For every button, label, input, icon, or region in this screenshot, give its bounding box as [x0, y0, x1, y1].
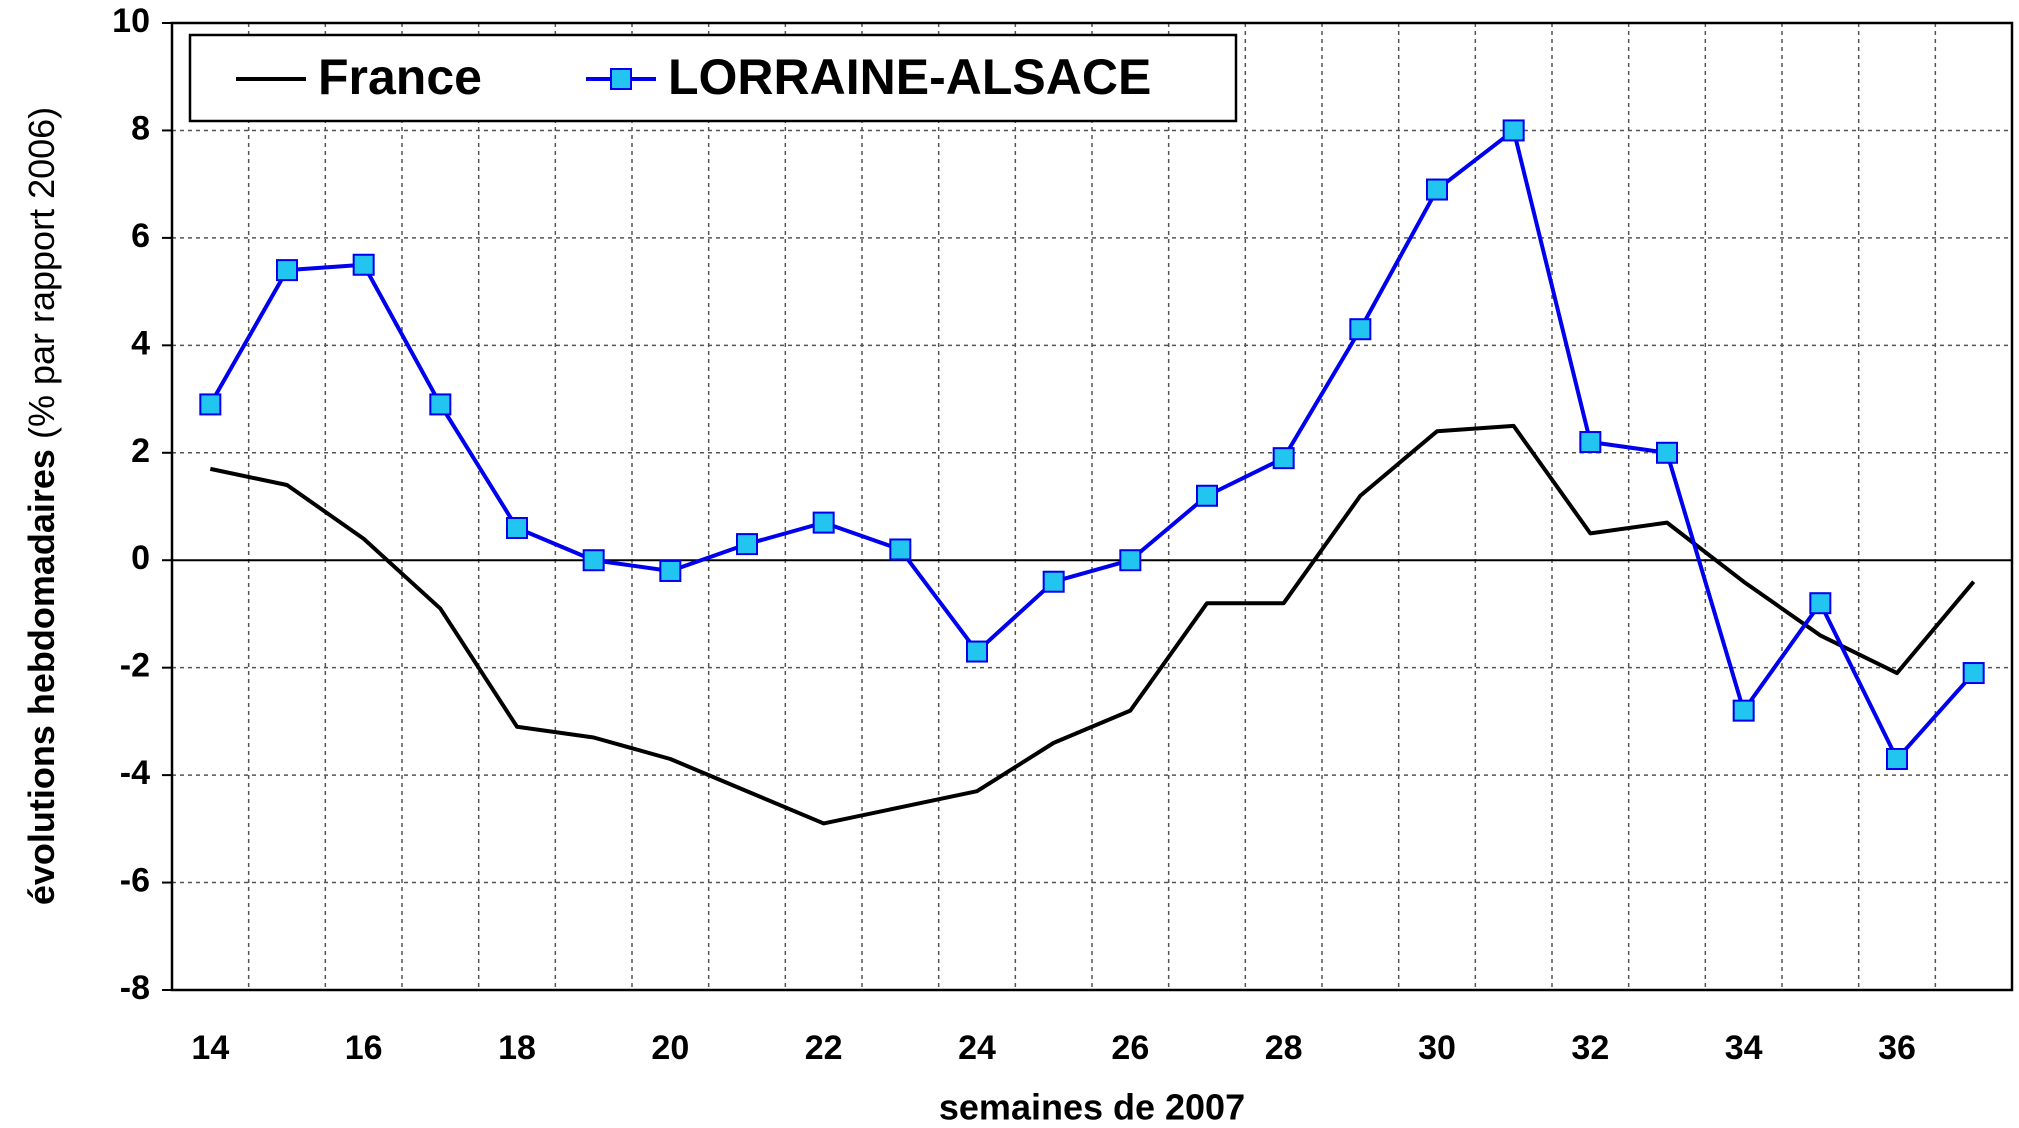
marker	[1656, 441, 1678, 464]
legend-box	[188, 33, 1238, 123]
plot-frame	[170, 21, 2014, 992]
y-tick-label: 2	[131, 432, 150, 470]
x-tick-label: 24	[958, 1029, 996, 1067]
marker	[1579, 431, 1602, 454]
marker	[1042, 570, 1065, 593]
x-tick-label: 36	[1878, 1029, 1916, 1067]
marker	[812, 511, 835, 534]
y-tick-label: 6	[131, 217, 150, 255]
marker	[1426, 178, 1448, 201]
x-tick-label: 16	[345, 1029, 383, 1067]
y-tick-label: 4	[131, 324, 150, 362]
marker	[889, 538, 912, 561]
x-axis-label: semaines de 2007	[939, 1087, 1245, 1128]
x-tick-label: 22	[805, 1029, 843, 1067]
marker	[1196, 484, 1218, 507]
y-axis-label-note: (% par rapport 2006)	[21, 107, 62, 439]
marker	[1272, 447, 1295, 470]
y-axis-label-main: évolutions hebdomadaires	[21, 449, 62, 905]
marker	[1119, 549, 1142, 572]
x-tick-label: 28	[1265, 1029, 1303, 1067]
x-tick-label: 34	[1725, 1029, 1763, 1067]
y-tick-label: -2	[120, 647, 150, 685]
marker	[659, 559, 682, 582]
marker	[1502, 119, 1525, 142]
y-tick-label: -4	[120, 754, 150, 792]
legend: France LORRAINE-ALSACE	[188, 33, 1238, 123]
y-tick-label: -6	[120, 862, 150, 900]
x-tick-label: 30	[1418, 1029, 1456, 1067]
y-tick-label: 8	[131, 109, 150, 147]
series-line	[208, 128, 1976, 761]
x-tick-label: 20	[651, 1029, 689, 1067]
x-tick-label: 26	[1111, 1029, 1149, 1067]
legend-marker	[610, 68, 632, 90]
marker	[582, 549, 605, 572]
y-tick-label: -8	[120, 969, 150, 1007]
legend-label: LORRAINE-ALSACE	[668, 49, 1151, 105]
x-tick-label: 32	[1571, 1029, 1609, 1067]
y-axis-label: évolutions hebdomadaires (% par rapport …	[21, 107, 62, 905]
marker	[736, 533, 758, 556]
marker	[1962, 662, 1985, 685]
marker	[429, 393, 452, 416]
marker	[276, 259, 298, 282]
marker	[506, 516, 528, 539]
marker	[352, 253, 375, 276]
series-line	[209, 423, 1976, 826]
marker	[1732, 699, 1755, 722]
legend-label: France	[318, 49, 482, 105]
marker	[1349, 318, 1372, 341]
x-tick-label: 18	[498, 1029, 536, 1067]
x-tick-label: 14	[191, 1029, 229, 1067]
y-tick-label: 10	[112, 2, 150, 40]
marker	[1809, 592, 1832, 615]
marker	[966, 640, 988, 663]
marker	[1886, 747, 1908, 770]
y-tick-label: 0	[131, 539, 150, 577]
marker	[199, 393, 222, 416]
